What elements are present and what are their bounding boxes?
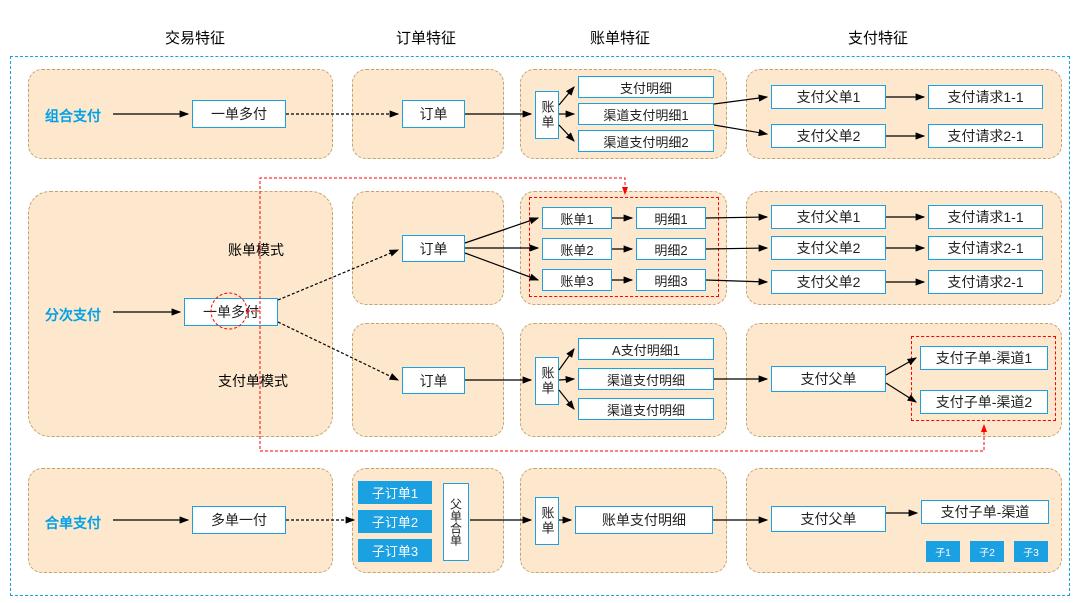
arrows-layer: [0, 0, 1080, 603]
